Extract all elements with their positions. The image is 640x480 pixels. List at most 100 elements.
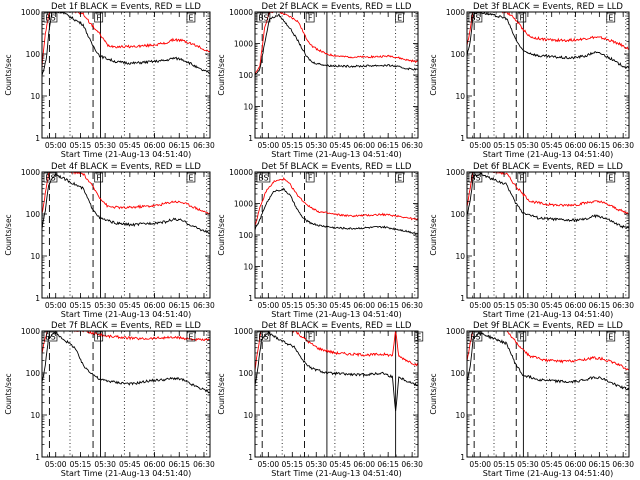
x-axis-label: Start Time (21-Aug-13 04:51:40)	[271, 150, 402, 159]
marker-label: BS	[45, 174, 55, 183]
y-tick-label: 100	[26, 369, 41, 378]
x-tick-label: 05:30	[517, 141, 539, 150]
x-tick-label: 06:00	[353, 301, 375, 310]
x-tick-label: 06:00	[565, 141, 587, 150]
y-tick-label: 1000	[446, 168, 465, 177]
plot-frame	[466, 11, 630, 139]
detector-panel-1: Det 1f BLACK = Events, RED = LLD BS F E 1 10 1…	[4, 2, 215, 159]
y-tick-label: 100	[239, 231, 254, 240]
x-tick-label: 05:45	[119, 460, 141, 469]
marker-label: F	[308, 174, 313, 183]
x-tick-label: 05:00	[258, 141, 280, 150]
detector-panel-6: Det 6f BLACK = Events, RED = LLD BS F E 1 10 1…	[429, 162, 634, 319]
y-axis-label: Counts/sec	[429, 373, 438, 414]
y-tick-label: 1000	[446, 8, 465, 17]
x-tick-label: 06:30	[401, 141, 423, 150]
marker-label-box	[94, 331, 104, 342]
panel-title: Det 7f BLACK = Events, RED = LLD	[51, 321, 201, 331]
y-tick-label: 1000	[234, 327, 253, 336]
events-series-line	[42, 332, 210, 394]
events-series-line	[467, 172, 629, 229]
x-tick-label: 05:30	[517, 460, 539, 469]
y-axis-label: Counts/sec	[217, 373, 226, 414]
y-tick-label: 1000	[446, 327, 465, 336]
y-tick-label: 1000	[234, 40, 253, 49]
x-axis-label: Start Time (21-Aug-13 04:51:40)	[483, 150, 614, 159]
y-tick-label: 1	[35, 294, 40, 303]
marker-label: F	[308, 14, 313, 23]
marker-label-box	[606, 172, 616, 183]
x-tick-label: 05:00	[45, 301, 67, 310]
marker-label-box	[305, 331, 315, 342]
x-tick-label: 05:15	[70, 301, 92, 310]
lld-series-line	[42, 331, 210, 354]
y-axis-label: Counts/sec	[429, 214, 438, 255]
marker-label-box	[606, 331, 616, 342]
lld-series-line	[255, 12, 418, 75]
lld-series-line	[42, 12, 210, 68]
y-tick-label: 1	[35, 453, 40, 462]
marker-label: E	[608, 174, 613, 183]
plot-frame	[41, 171, 211, 299]
marker-label: BS	[45, 14, 55, 23]
y-tick-label: 100	[239, 369, 254, 378]
marker-label-box	[186, 12, 196, 23]
y-tick-label: 1	[248, 294, 253, 303]
panel-title: Det 3f BLACK = Events, RED = LLD	[473, 2, 623, 12]
marker-label-box	[43, 12, 58, 23]
x-axis-label: Start Time (21-Aug-13 04:51:40)	[61, 150, 192, 159]
detector-panel-7: Det 7f BLACK = Events, RED = LLD BS F E 1 10 1…	[4, 321, 215, 478]
y-tick-label: 1	[248, 134, 253, 143]
y-tick-label: 100	[26, 210, 41, 219]
y-tick-label: 10	[243, 411, 253, 420]
x-tick-label: 06:30	[401, 460, 423, 469]
x-tick-label: 05:45	[119, 141, 141, 150]
marker-label: F	[96, 14, 101, 23]
marker-label: F	[96, 333, 101, 342]
marker-label-box	[305, 172, 315, 183]
panel-title: Det 9f BLACK = Events, RED = LLD	[473, 321, 623, 331]
y-tick-label: 100	[26, 50, 41, 59]
plot-frame	[254, 11, 419, 139]
x-tick-label: 06:15	[168, 301, 190, 310]
y-tick-label: 100	[451, 369, 466, 378]
x-tick-label: 06:00	[144, 141, 166, 150]
y-tick-label: 100	[239, 71, 254, 80]
marker-label-box	[395, 172, 404, 183]
marker-label: E	[397, 14, 402, 23]
events-series-line	[467, 331, 629, 391]
y-tick-label: 1000	[21, 168, 40, 177]
x-tick-label: 05:00	[469, 460, 491, 469]
x-axis-label: Start Time (21-Aug-13 04:51:40)	[61, 469, 192, 478]
x-tick-label: 06:15	[377, 301, 399, 310]
marker-label: BS	[470, 333, 480, 342]
marker-label-box	[256, 12, 271, 23]
x-tick-label: 05:30	[305, 301, 327, 310]
x-tick-label: 05:00	[45, 141, 67, 150]
x-tick-label: 05:30	[305, 460, 327, 469]
marker-label-box	[468, 331, 483, 342]
marker-label-box	[468, 12, 483, 23]
y-tick-label: 10	[30, 92, 40, 101]
x-tick-label: 06:00	[565, 460, 587, 469]
marker-label: BS	[258, 14, 268, 23]
events-series-line	[255, 13, 418, 76]
x-tick-label: 05:30	[94, 141, 116, 150]
y-tick-label: 10000	[229, 8, 253, 17]
x-tick-label: 05:45	[329, 141, 351, 150]
x-tick-label: 06:15	[168, 460, 190, 469]
detector-panel-2: Det 2f BLACK = Events, RED = LLD BS F E 1 10 1…	[217, 2, 423, 159]
plot-frame	[254, 330, 419, 458]
marker-label-box	[468, 172, 483, 183]
x-tick-label: 05:45	[329, 301, 351, 310]
marker-label: F	[520, 333, 525, 342]
marker-label-box	[305, 12, 315, 23]
x-tick-label: 05:00	[469, 301, 491, 310]
x-tick-label: 05:00	[469, 141, 491, 150]
marker-label-box	[517, 172, 527, 183]
marker-label: E	[188, 333, 193, 342]
x-tick-label: 06:15	[377, 141, 399, 150]
x-tick-label: 05:15	[281, 301, 303, 310]
y-tick-label: 1000	[21, 8, 40, 17]
